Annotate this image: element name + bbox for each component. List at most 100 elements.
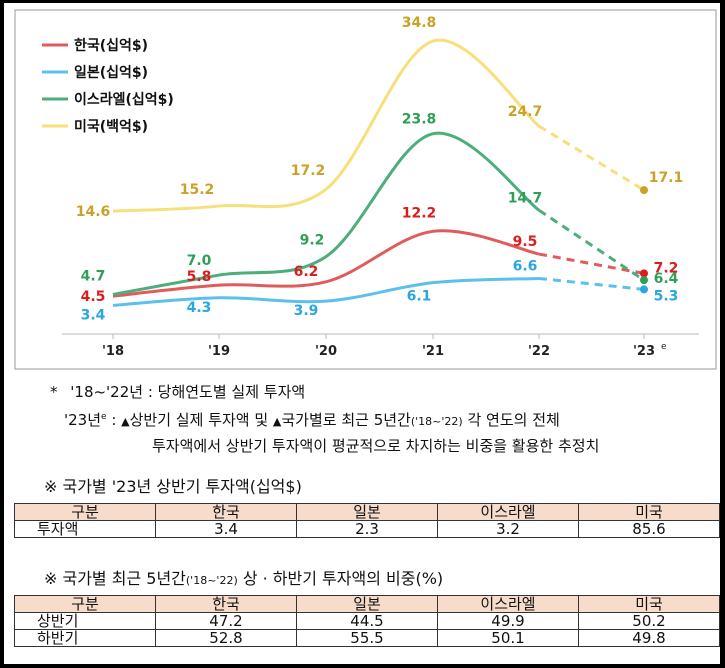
series-point-3	[640, 186, 648, 195]
data-label: 3.4	[81, 307, 106, 323]
series-dashed-segment-2	[538, 209, 645, 282]
series-dashed-segment-3	[538, 124, 645, 192]
x-tick-label: '20	[315, 344, 337, 359]
note-text-2: 국가별로 최근 5년간	[281, 411, 411, 429]
legend-label: 미국(백억$)	[74, 119, 148, 135]
series-point-2	[640, 276, 648, 285]
x-tick-label: '18	[102, 344, 124, 359]
table2-title: ※ 국가별 최근 5년간('18~'22) 상 · 하반기 투자액의 비중(%)	[44, 565, 443, 589]
legend-label: 한국(십억$)	[74, 38, 148, 54]
legend-label: 일본(십억$)	[74, 65, 148, 81]
header-cell: 미국	[578, 595, 720, 613]
chart-lines	[112, 38, 648, 307]
series-line-2	[112, 131, 540, 296]
row-label: 투자액	[14, 520, 156, 538]
data-label: 4.5	[81, 289, 106, 305]
table-row: 투자액 3.4 2.3 3.2 85.6	[14, 520, 720, 538]
series-dashed-segment-1	[538, 276, 645, 291]
data-label: 6.4	[654, 271, 679, 287]
series-line-1	[112, 276, 540, 307]
data-label: 9.5	[513, 234, 538, 250]
x-tick-label: '22	[528, 344, 550, 359]
x-tick-label: '19	[208, 344, 230, 359]
note-2023-label: '23년	[64, 411, 102, 429]
data-label: 6.2	[294, 264, 319, 280]
table2-title-main: ※ 국가별 최근 5년간	[44, 569, 186, 588]
table-header-row: 구분 한국 일본 이스라엘 미국	[14, 503, 720, 521]
table-cell: 3.2	[437, 520, 579, 538]
table-row: 하반기 52.8 55.5 50.1 49.8	[14, 629, 720, 647]
data-label: 4.3	[187, 300, 212, 316]
data-label: 7.2	[654, 260, 679, 276]
header-cell: 미국	[578, 503, 720, 521]
header-cell: 한국	[155, 595, 297, 613]
data-label: 7.0	[187, 253, 212, 269]
table-row: 상반기 47.2 44.5 49.9 50.2	[14, 612, 720, 630]
table-cell: 2.3	[296, 520, 438, 538]
table2-title-rest: 상 · 하반기 투자액의 비중(%)	[237, 569, 444, 588]
series-point-0	[640, 269, 648, 278]
note-text-3: 각 연도의 전체	[462, 411, 560, 429]
header-cell: 구분	[14, 595, 156, 613]
triangle-icon: ▲	[121, 415, 130, 428]
data-label: 15.2	[180, 182, 215, 198]
row-label: 하반기	[14, 629, 156, 647]
table-cell: 44.5	[296, 612, 438, 630]
table-cell: 49.8	[578, 629, 720, 647]
header-cell: 일본	[296, 503, 438, 521]
x-axis: '18 '19 '20 '21 '22 '23 e	[62, 333, 699, 359]
data-label: 3.9	[294, 303, 319, 319]
data-label: 14.6	[76, 204, 111, 220]
table1-title: ※ 국가별 '23년 상반기 투자액(십억$)	[44, 477, 302, 496]
data-label: 23.8	[402, 112, 437, 128]
series-line-0	[112, 229, 540, 298]
line-chart: 한국(십억$) 일본(십억$) 이스라엘(십억$) 미국(백억$) '18 '19 '20…	[14, 9, 717, 370]
header-cell: 한국	[155, 503, 297, 521]
data-label: 14.7	[508, 190, 543, 206]
data-label: 6.1	[407, 289, 432, 305]
note-colon: :	[106, 411, 122, 429]
series-dashed-segment-0	[538, 252, 645, 275]
note-text-1: 상반기 실제 투자액 및	[129, 411, 273, 429]
x-tick-label: '23	[633, 344, 655, 359]
note-line-1: * '18~'22년 : 당해연도별 실제 투자액	[50, 381, 305, 402]
table-header-row: 구분 한국 일본 이스라엘 미국	[14, 595, 720, 613]
table-cell: 50.2	[578, 612, 720, 630]
note-line-3: 투자액에서 상반기 투자액이 평균적으로 차지하는 비중을 활용한 추정치	[152, 437, 600, 455]
x-tick-superscript: e	[661, 342, 667, 352]
table-cell: 55.5	[296, 629, 438, 647]
table-cell: 85.6	[578, 520, 720, 538]
table2-title-small: ('18~'22)	[185, 574, 238, 587]
header-cell: 이스라엘	[437, 595, 579, 613]
table-cell: 3.4	[155, 520, 297, 538]
data-label: 17.2	[291, 163, 326, 179]
data-label: 5.8	[187, 269, 212, 285]
header-cell: 이스라엘	[437, 503, 579, 521]
chart-legend: 한국(십억$) 일본(십억$) 이스라엘(십억$) 미국(백억$)	[42, 38, 174, 135]
data-label: 4.7	[81, 268, 106, 284]
data-label: 12.2	[402, 205, 437, 221]
row-label: 상반기	[14, 612, 156, 630]
note-star: *	[50, 383, 58, 401]
note-line-2: '23년e : ▲상반기 실제 투자액 및 ▲국가별로 최근 5년간('18~'…	[64, 409, 560, 430]
note-years: '18~'22년 : 당해연도별 실제 투자액	[70, 383, 306, 401]
chart-svg: 한국(십억$) 일본(십억$) 이스라엘(십억$) 미국(백억$) '18 '19 '20…	[14, 9, 717, 370]
data-label: 24.7	[508, 104, 543, 120]
data-labels: 4.5 5.8 6.2 12.2 9.5 7.2 3.4 4.3 3.9 6.1 6.6 5.3 4.7…	[76, 15, 684, 323]
page-frame: 한국(십억$) 일본(십억$) 이스라엘(십억$) 미국(백억$) '18 '19 '20…	[4, 3, 720, 664]
series-line-3	[112, 38, 540, 213]
table-half-share: 구분 한국 일본 이스라엘 미국 상반기 47.2 44.5 49.9 50.2…	[14, 595, 720, 647]
note-small-years: ('18~'22)	[410, 415, 463, 428]
data-label: 5.3	[654, 288, 679, 304]
data-label: 34.8	[402, 15, 437, 31]
chart-border	[14, 9, 717, 370]
note-2023-sup: e	[101, 412, 107, 422]
table-cell: 49.9	[437, 612, 579, 630]
table-cell: 52.8	[155, 629, 297, 647]
table-cell: 50.1	[437, 629, 579, 647]
table-cell: 47.2	[155, 612, 297, 630]
data-label: 9.2	[300, 233, 325, 249]
legend-label: 이스라엘(십억$)	[74, 91, 174, 108]
triangle-icon: ▲	[272, 415, 282, 428]
data-label: 17.1	[649, 170, 684, 186]
